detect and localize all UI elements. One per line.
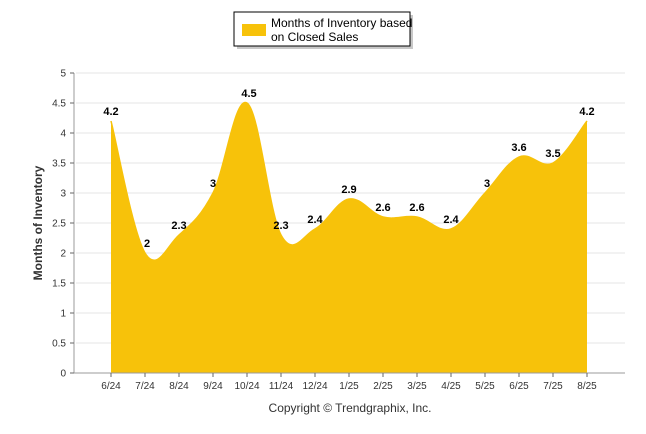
data-label: 3.6 [511,142,526,154]
x-tick-label: 6/24 [101,381,121,392]
data-label: 2.6 [375,202,390,214]
y-tick-label: 1.5 [52,279,66,290]
legend: Months of Inventory based on Closed Sale… [233,11,413,49]
x-tick-label: 7/24 [135,381,155,392]
x-tick-label: 8/25 [577,381,597,392]
x-tick-label: 8/24 [169,381,189,392]
data-label: 3 [210,178,216,190]
y-tick-label: 5 [60,69,66,80]
data-label: 4.2 [103,106,118,118]
legend-swatch [242,24,266,36]
x-tick-label: 4/25 [441,381,461,392]
copyright-footer: Copyright © Trendgraphix, Inc. [269,401,432,415]
legend-label-line-2: on Closed Sales [271,30,358,44]
y-tick-label: 1 [60,309,66,320]
data-label: 2 [144,238,150,250]
inventory-area-fill [111,102,587,374]
y-tick-label: 4 [60,129,66,140]
data-label: 2.9 [341,184,356,196]
data-label: 2.3 [171,220,186,232]
data-label: 4.2 [579,106,594,118]
x-tick-label: 6/25 [509,381,529,392]
data-label-layer: 4.2 2 2.3 3 4.5 2.3 2.4 2.9 2.6 2.6 2.4 3 3.6 3.5 4.2 [103,88,594,250]
y-axis-title: Months of Inventory [31,165,45,280]
axis-layer: Months of Inventory 0 0.5 1 1.5 2 2.5 3 3.5 4 4.5… [31,69,625,392]
data-label: 3.5 [545,148,560,160]
x-tick-label: 10/24 [234,381,259,392]
data-label: 2.6 [409,202,424,214]
area-layer [110,102,588,374]
x-tick-label: 12/24 [302,381,327,392]
y-tick-label: 3 [60,189,66,200]
legend-label-line-1: Months of Inventory based [271,16,412,30]
y-tick-label: 0 [60,369,66,380]
x-tick-label: 3/25 [407,381,427,392]
data-label: 2.4 [443,214,459,226]
data-label: 4.5 [241,88,256,100]
y-tick-label: 2.5 [52,219,66,230]
y-tick-label: 3.5 [52,159,66,170]
y-tick-label: 0.5 [52,339,66,350]
data-label: 3 [484,178,490,190]
x-tick-label: 11/24 [269,381,294,392]
x-tick-label: 1/25 [339,381,359,392]
data-label: 2.4 [307,214,323,226]
data-label: 2.3 [273,220,288,232]
inventory-series-line [110,102,588,261]
x-tick-label: 9/24 [203,381,223,392]
x-tick-label: 7/25 [543,381,563,392]
x-tick-label: 5/25 [475,381,495,392]
y-tick-label: 4.5 [52,99,66,110]
x-tick-label: 2/25 [373,381,393,392]
y-tick-label: 2 [60,249,66,260]
